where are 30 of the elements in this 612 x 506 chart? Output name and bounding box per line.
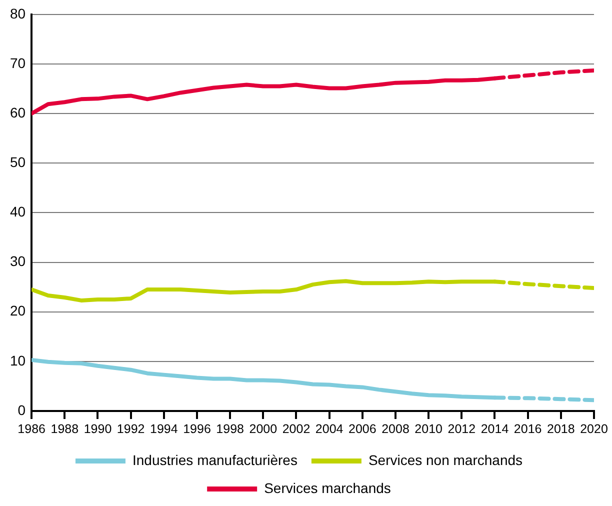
y-tick-label: 30 [10,253,26,270]
x-tick-label: 2000 [249,422,278,436]
x-tick-label: 1986 [18,422,46,436]
y-tick-label: 60 [10,104,26,120]
x-tick-label: 2018 [547,422,575,436]
y-tick-label: 0 [18,402,26,418]
x-tick-label: 1988 [50,422,79,436]
x-tick-label: 2004 [315,422,344,436]
x-tick-label: 1996 [183,422,211,436]
x-tick-label: 1990 [84,422,112,436]
x-tick-label: 2012 [448,422,476,436]
x-tick-label: 2006 [348,422,376,436]
legend-label: Services non marchands [368,452,523,468]
y-tick-label: 40 [10,204,26,220]
y-tick-label: 70 [10,54,26,71]
legend-label: Services marchands [264,480,391,496]
x-tick-label: 2020 [580,422,608,436]
x-tick-label: 1994 [150,422,178,436]
y-tick-label: 50 [10,154,26,170]
x-tick-label: 1998 [216,422,244,436]
x-tick-label: 2016 [514,422,542,436]
x-tick-label: 1992 [116,422,145,436]
legend-label: Industries manufacturières [132,452,298,468]
y-tick-label: 20 [10,302,26,319]
x-tick-label: 2014 [480,422,509,436]
y-tick-label: 10 [10,352,26,368]
y-tick-label: 80 [10,5,26,22]
x-tick-label: 2008 [382,422,410,436]
x-tick-label: 2010 [414,422,443,436]
x-tick-label: 2002 [282,422,310,436]
